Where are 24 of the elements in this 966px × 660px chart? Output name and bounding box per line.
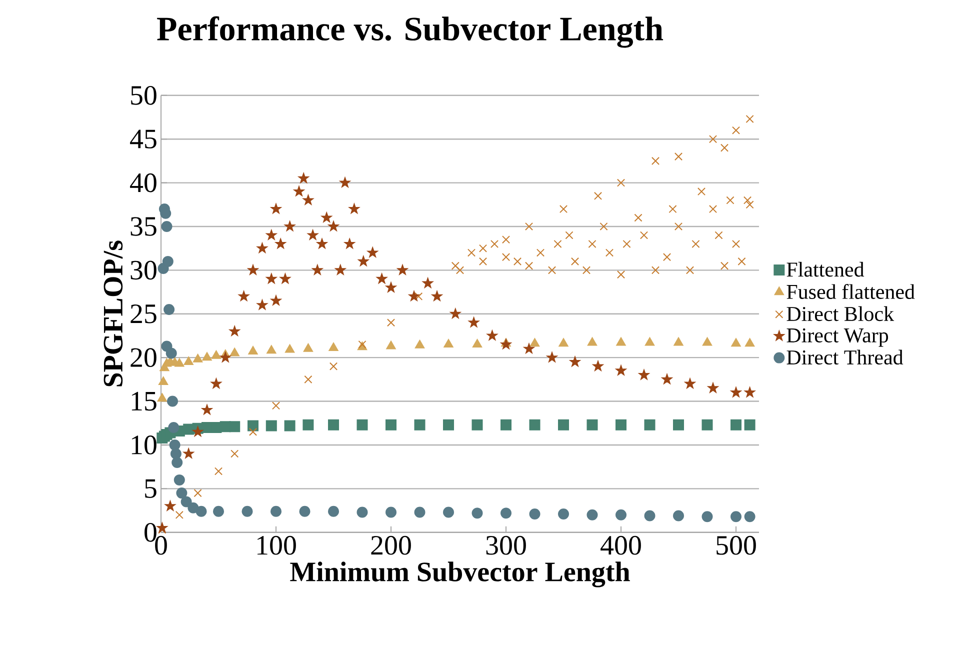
- x-axis-title: Minimum Subvector Length: [290, 562, 630, 588]
- legend-label: Direct Block: [786, 306, 894, 322]
- y-tick-label: 15: [132, 392, 156, 411]
- y-tick-label: 5: [145, 479, 156, 498]
- x-tick-label: 200: [371, 536, 411, 555]
- y-tick-label: 35: [130, 217, 156, 236]
- y-tick-label: 25: [130, 304, 156, 324]
- x-tick-label: 400: [600, 536, 641, 555]
- y-tick-label: 50: [131, 86, 156, 105]
- y-tick-label: 10: [132, 436, 156, 454]
- chart-title: Performance vs. Subvector Length: [157, 16, 664, 48]
- legend-label: Flattened: [786, 262, 864, 277]
- y-tick-label: 30: [130, 260, 156, 280]
- y-tick-label: 45: [130, 130, 156, 148]
- y-tick-label: 20: [130, 348, 156, 368]
- y-tick-label: 40: [130, 173, 156, 192]
- x-tick-label: 300: [486, 536, 526, 555]
- y-tick-label: 0: [144, 522, 156, 542]
- legend-label: Direct Thread: [786, 350, 904, 365]
- y-axis-title: SPGFLOP/s: [104, 240, 123, 386]
- legend-label: Fused flattened: [786, 284, 915, 299]
- x-tick-label: 500: [716, 536, 756, 555]
- x-tick-label: 100: [257, 536, 296, 555]
- legend-label: Direct Warp: [786, 328, 888, 347]
